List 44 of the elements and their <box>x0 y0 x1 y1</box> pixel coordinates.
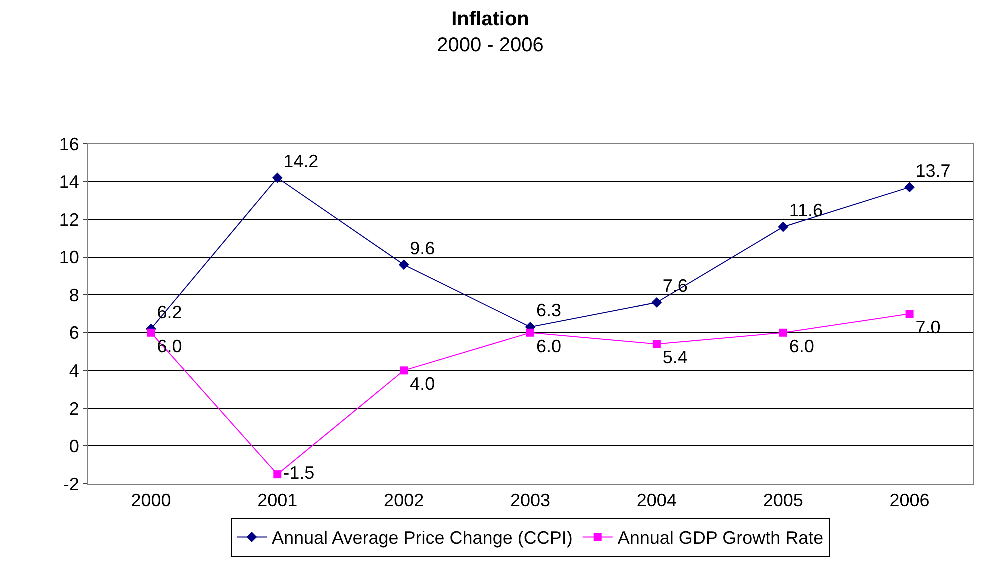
data-label: 6.0 <box>789 336 814 356</box>
x-tick-label: 2003 <box>510 490 551 511</box>
point <box>272 172 283 184</box>
y-tick-label: 8 <box>69 285 80 306</box>
data-label: 7.6 <box>662 276 688 296</box>
y-tick-label: 14 <box>59 172 80 192</box>
x-tick-label: 2001 <box>258 490 298 511</box>
y-tick-label: 6 <box>69 323 80 344</box>
x-tick-label: 2005 <box>763 490 804 511</box>
data-label: 11.6 <box>789 200 824 221</box>
point <box>652 297 662 308</box>
data-label: -1.5 <box>284 463 315 484</box>
legend-label: Annual Average Price Change (CCPI) <box>272 528 573 548</box>
point <box>779 328 788 337</box>
point <box>904 182 915 193</box>
point <box>398 260 410 270</box>
x-tick-label: 2000 <box>131 490 172 511</box>
data-label: 9.6 <box>410 238 436 258</box>
x-tick-label: 2004 <box>636 490 677 511</box>
y-tick-label: 16 <box>59 134 80 154</box>
point <box>526 328 534 337</box>
point <box>147 328 156 337</box>
point <box>652 340 661 348</box>
point <box>906 310 914 318</box>
y-tick-label: 10 <box>59 248 80 268</box>
point <box>778 222 789 232</box>
point <box>400 366 408 375</box>
data-label: 13.7 <box>916 160 951 181</box>
y-tick-label: 12 <box>59 210 80 230</box>
data-label: 5.4 <box>662 348 688 368</box>
data-label: 6.3 <box>536 300 562 321</box>
y-tick-label: -2 <box>63 474 80 494</box>
point <box>274 470 282 479</box>
data-label: 4.0 <box>410 374 436 394</box>
chart-title: Inflation <box>452 8 530 31</box>
data-label: 6.0 <box>536 336 562 356</box>
y-tick-label: 4 <box>69 360 80 381</box>
x-tick-label: 2002 <box>384 490 424 511</box>
y-tick-label: 0 <box>69 436 80 457</box>
data-label: 14.2 <box>284 152 319 172</box>
y-tick-label: 2 <box>69 398 80 419</box>
chart-subtitle: 2000 - 2006 <box>437 34 544 57</box>
x-tick-label: 2006 <box>890 490 930 511</box>
legend-label: Annual GDP Growth Rate <box>618 528 824 548</box>
